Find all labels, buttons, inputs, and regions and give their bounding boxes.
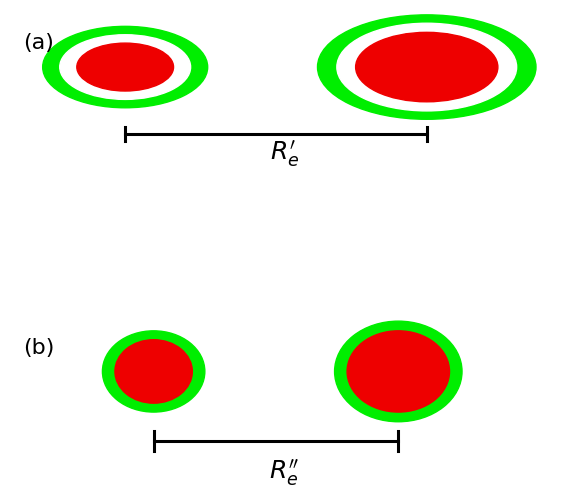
Ellipse shape <box>337 23 517 111</box>
Ellipse shape <box>115 340 192 403</box>
Ellipse shape <box>60 35 191 100</box>
Ellipse shape <box>102 331 205 412</box>
Text: $R_e''$: $R_e''$ <box>269 457 300 487</box>
Ellipse shape <box>77 43 174 91</box>
Ellipse shape <box>356 32 498 102</box>
Ellipse shape <box>43 26 208 108</box>
Text: (a): (a) <box>23 33 53 53</box>
Text: $R_e'$: $R_e'$ <box>270 138 299 169</box>
Ellipse shape <box>335 321 462 422</box>
Ellipse shape <box>318 15 536 119</box>
Text: (b): (b) <box>23 338 54 358</box>
Ellipse shape <box>347 331 450 412</box>
